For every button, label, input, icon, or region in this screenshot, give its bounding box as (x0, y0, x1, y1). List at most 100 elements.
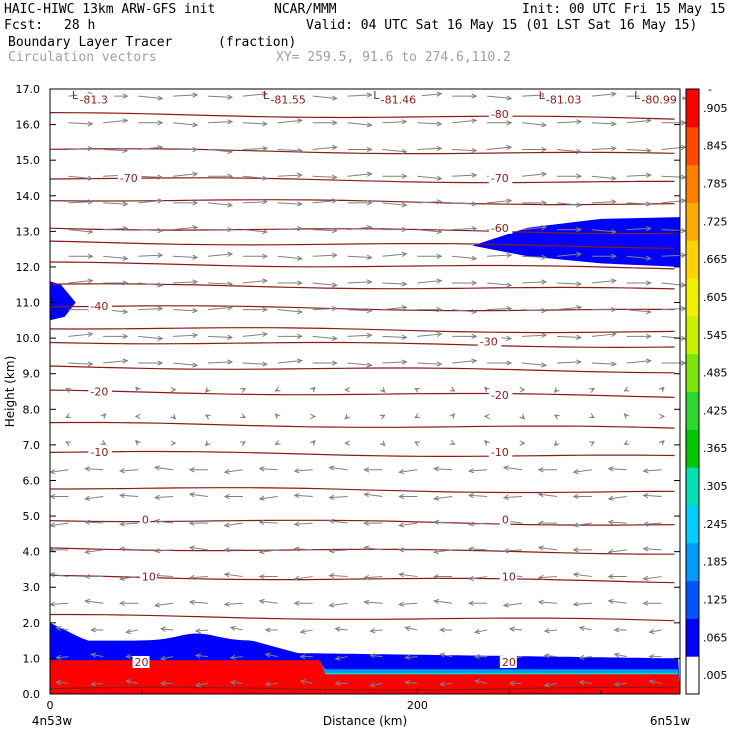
circulation-vector (68, 229, 93, 233)
vector-arrowhead (262, 91, 269, 97)
y-tick-label: 6.0 (23, 474, 41, 487)
circulation-vector (661, 146, 686, 150)
circulation-vector (522, 309, 547, 312)
vector-arrowhead (157, 95, 164, 101)
vector-arrowhead (404, 654, 411, 660)
vector-arrowhead (65, 387, 72, 393)
temperature-contour (49, 327, 675, 334)
colorbar-swatch (686, 618, 699, 657)
vector-arrowhead (192, 308, 199, 314)
circulation-vector (277, 119, 302, 124)
circulation-vector (382, 253, 407, 257)
circulation-vector (626, 227, 651, 231)
vector-arrowhead (541, 225, 548, 231)
y-tick-label: 12.0 (16, 261, 41, 274)
vector-arrowhead (611, 307, 617, 313)
contour-label-bg (499, 570, 517, 583)
vector-arrowhead (100, 413, 107, 419)
vector-arrowhead (87, 253, 94, 259)
circulation-vector (591, 93, 616, 97)
vector-arrowhead (65, 441, 72, 447)
contour-label: 10 (502, 571, 516, 584)
vector-arrowhead (122, 201, 129, 207)
circulation-vector (259, 495, 278, 500)
circulation-vector (68, 280, 93, 284)
circulation-vector (224, 602, 243, 605)
circulation-vector (370, 654, 383, 658)
vector-arrowhead (366, 171, 373, 177)
vector-arrowhead (122, 280, 129, 286)
circulation-vector (522, 255, 547, 258)
vector-arrowhead (331, 252, 338, 258)
circulation-vector (138, 175, 163, 178)
vector-arrowhead (449, 386, 456, 392)
circulation-vector (475, 629, 488, 633)
contour-label-bg (477, 335, 502, 348)
vector-arrowhead (159, 655, 167, 661)
vector-arrowhead (645, 147, 652, 154)
circulation-vector (207, 361, 232, 364)
circulation-vector (661, 229, 686, 232)
circulation-vector (329, 549, 348, 552)
vector-arrowhead (119, 468, 125, 474)
y-tick-label: 13.0 (16, 225, 41, 238)
contour-label-bg (139, 570, 157, 583)
circulation-vector (50, 469, 69, 473)
vector-arrowhead (473, 628, 481, 635)
circulation-vector (161, 628, 174, 631)
vector-arrowhead (299, 628, 306, 635)
vector-arrowhead (553, 440, 560, 447)
colorbar-swatch (686, 656, 699, 695)
circulation-vector (452, 360, 477, 364)
circulation-vector (173, 122, 198, 126)
low-marker: L (634, 89, 641, 102)
vector-arrowhead (157, 282, 164, 288)
contour-label-bg (488, 171, 513, 184)
vector-arrowhead (645, 225, 652, 232)
vector-arrowhead (90, 681, 97, 687)
vector-arrowhead (229, 654, 236, 660)
contour-label: 20 (134, 656, 148, 669)
circulation-vector (556, 282, 581, 285)
circulation-vector (242, 175, 267, 180)
vector-arrowhead (258, 549, 265, 555)
circulation-vector (294, 576, 313, 580)
vector-arrowhead (310, 386, 316, 393)
vector-arrowhead (134, 413, 141, 420)
circulation-vector (521, 362, 547, 366)
vector-arrowhead (398, 522, 405, 528)
vector-arrowhead (227, 305, 234, 311)
vector-arrowhead (331, 174, 338, 180)
vector-arrowhead (223, 468, 230, 475)
circulation-vector (103, 227, 128, 231)
vector-arrowhead (170, 413, 177, 420)
circulation-vector (230, 656, 243, 659)
circulation-vector (173, 334, 198, 337)
circulation-vector (370, 629, 383, 632)
vector-arrowhead (611, 361, 617, 367)
vector-arrowhead (543, 682, 550, 688)
vector-arrowhead (262, 361, 269, 367)
circulation-vector (626, 174, 651, 177)
tracer-patch-upper-left (50, 281, 76, 321)
vector-arrowhead (433, 573, 439, 580)
circulation-vector (661, 307, 686, 311)
vector-arrowhead (572, 547, 579, 553)
circulation-vector (614, 682, 627, 686)
vector-arrowhead (506, 120, 513, 126)
vector-arrowhead (366, 200, 373, 206)
colorbar-label: .545 (703, 329, 728, 342)
contour-label-bg (77, 93, 114, 106)
vector-arrowhead (439, 681, 446, 687)
circulation-vectors (49, 91, 687, 688)
vector-arrowhead (297, 333, 303, 339)
vector-arrowhead (264, 681, 271, 687)
circulation-vector (50, 602, 69, 605)
circulation-vector (173, 309, 198, 312)
vector-arrowhead (572, 468, 579, 475)
low-marker: L (373, 89, 380, 102)
circulation-vector (160, 656, 174, 660)
circulation-vector (242, 201, 267, 204)
vector-arrowhead (607, 549, 614, 555)
temperature-contour (49, 365, 675, 374)
